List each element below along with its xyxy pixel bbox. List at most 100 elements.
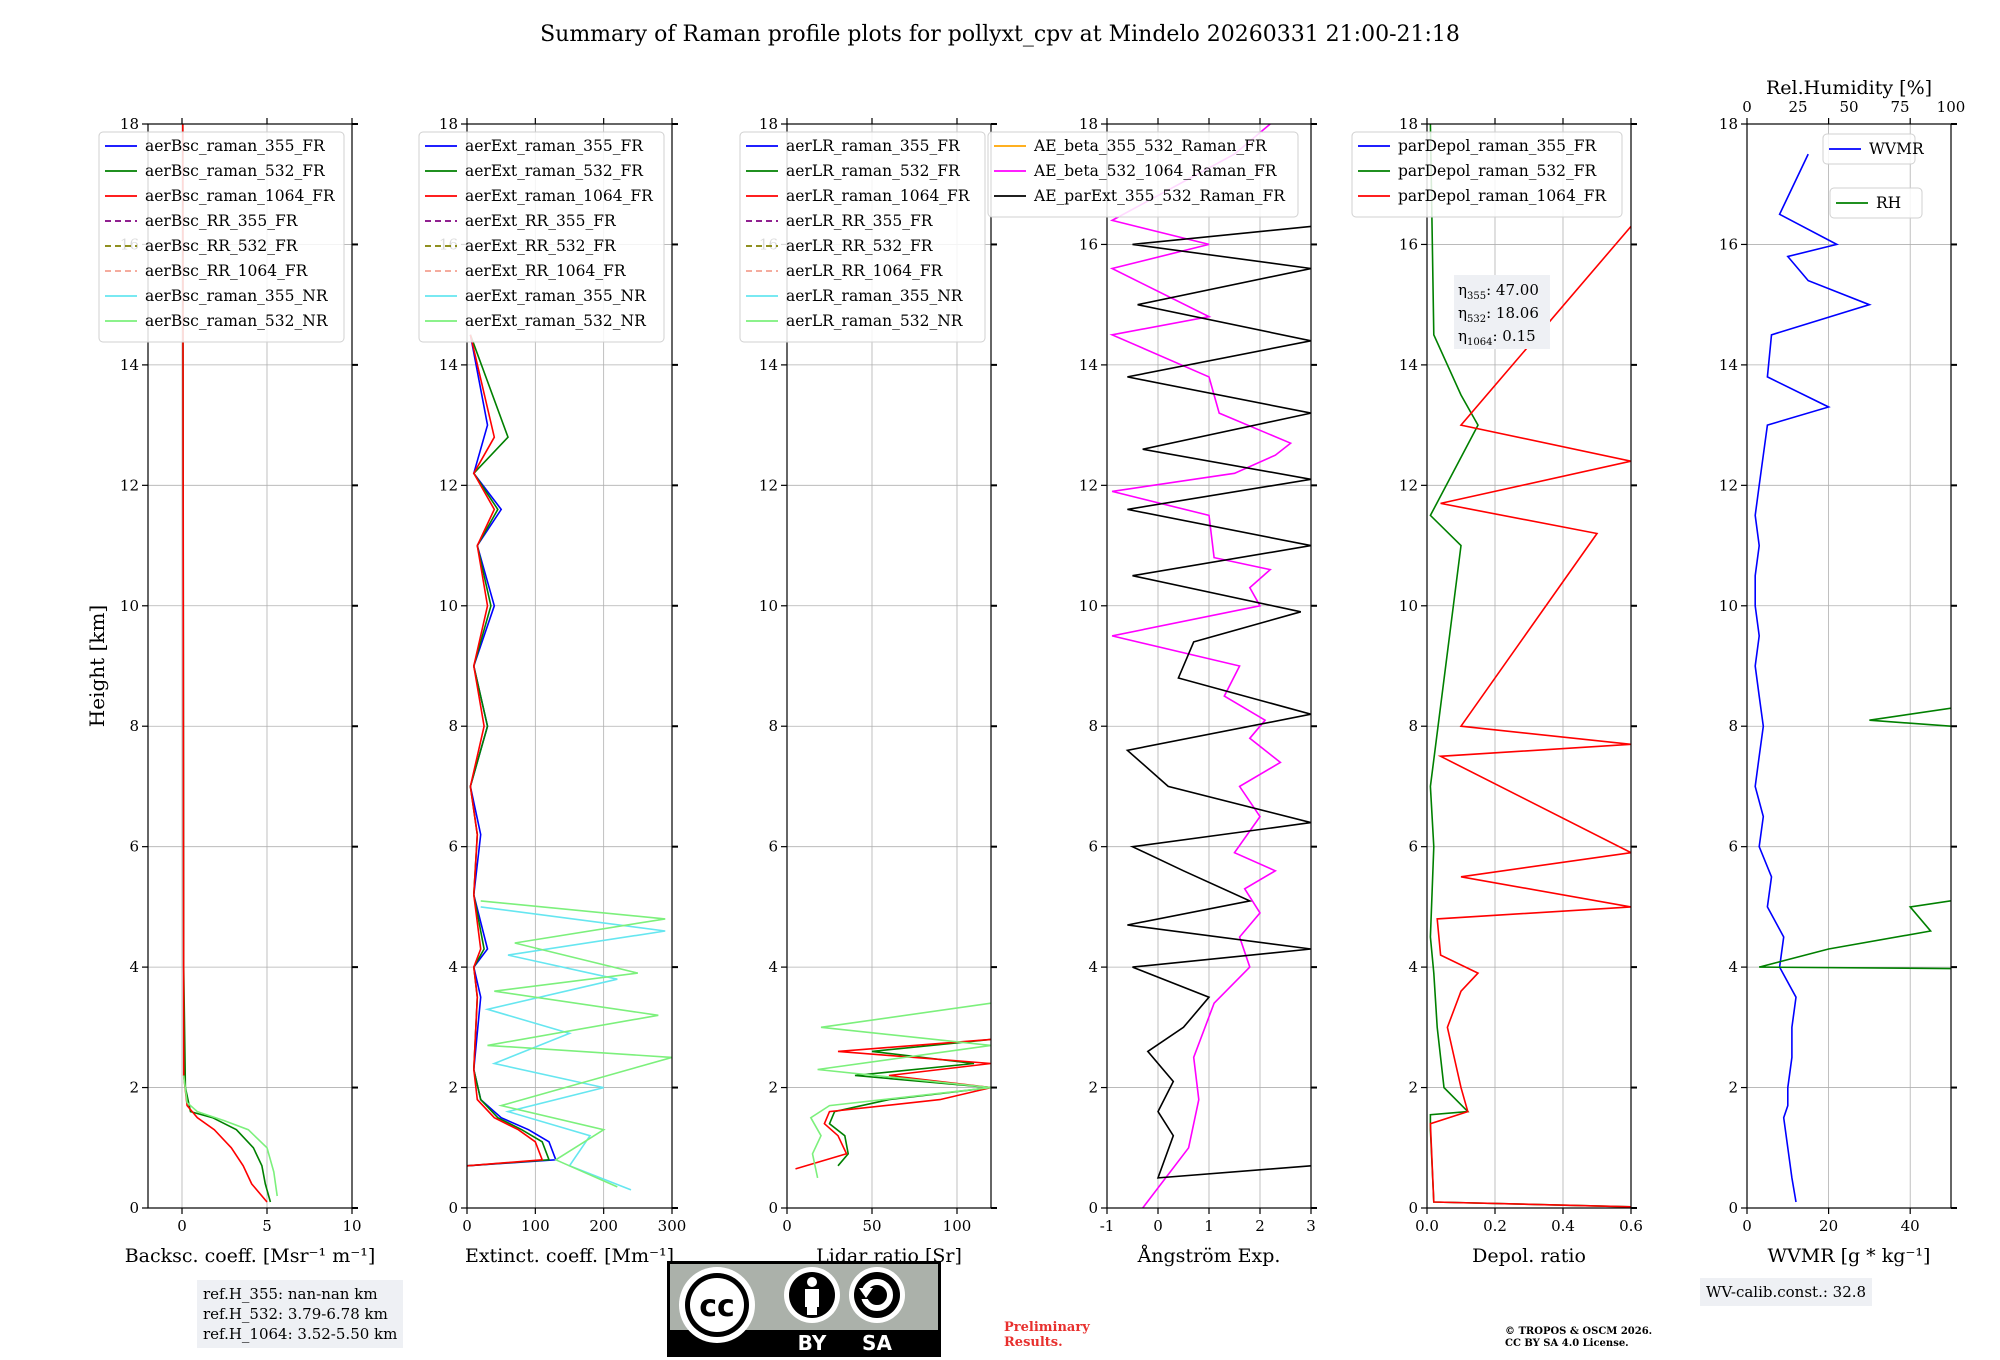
preliminary-note: Preliminary Results. — [1004, 1320, 1090, 1350]
cc-by-sa-license-badge: cc BY SA — [667, 1261, 941, 1357]
eta-annotation: η532: 18.06 — [1458, 304, 1539, 325]
wv-calib-box: WV-calib.const.: 32.8 — [1700, 1278, 1873, 1306]
legend-box — [1822, 133, 1916, 165]
y-tick-label: 12 — [1079, 476, 1098, 494]
x-tick-label: 2 — [1255, 1217, 1265, 1235]
y-tick-label: 12 — [1399, 476, 1418, 494]
x-tick-label: 0 — [1742, 1217, 1752, 1235]
reference-height-box: ref.H_355: nan-nan km ref.H_532: 3.79-6.… — [197, 1280, 404, 1348]
legend-label: aerBsc_RR_355_FR — [145, 212, 299, 230]
y-tick-label: 8 — [129, 717, 139, 735]
y-tick-label: 10 — [1399, 597, 1418, 615]
x2-tick-label: 50 — [1839, 98, 1858, 116]
legend-label: aerBsc_raman_532_FR — [145, 162, 326, 180]
y-tick-label: 0 — [448, 1199, 458, 1217]
x-tick-label: 0 — [1153, 1217, 1163, 1235]
y-tick-label: 14 — [120, 356, 139, 374]
y-tick-label: 12 — [439, 476, 458, 494]
legend-box — [1351, 131, 1623, 218]
legend-label: aerExt_RR_532_FR — [465, 237, 617, 255]
y-tick-label: 18 — [1079, 115, 1098, 133]
y-tick-label: 10 — [759, 597, 778, 615]
x-tick-label: 3 — [1306, 1217, 1316, 1235]
preliminary-line-2: Results. — [1004, 1335, 1063, 1350]
legend-label: aerBsc_RR_532_FR — [145, 237, 299, 255]
x2-tick-label: 25 — [1788, 98, 1807, 116]
y-tick-label: 8 — [1088, 717, 1098, 735]
y-tick-label: 6 — [1728, 838, 1738, 856]
legend-label: parDepol_raman_1064_FR — [1398, 187, 1607, 205]
axes-frame — [1426, 123, 1632, 1209]
y-tick-label: 8 — [1408, 717, 1418, 735]
ref-line-532: ref.H_532: 3.79-6.78 km — [203, 1305, 388, 1323]
legend-label: aerBsc_raman_355_FR — [145, 137, 326, 155]
y-tick-label: 14 — [1079, 356, 1098, 374]
y-tick-label: 18 — [759, 115, 778, 133]
y-tick-label: 4 — [1728, 958, 1738, 976]
y-tick-label: 8 — [1728, 717, 1738, 735]
series-parDepol_raman_532_FR — [1429, 124, 1631, 1208]
legend-label: aerLR_RR_1064_FR — [786, 262, 944, 280]
legend-label: aerLR_RR_355_FR — [786, 212, 934, 230]
legend-box — [739, 131, 986, 343]
y-tick-label: 10 — [1719, 597, 1738, 615]
legend-label: AE_beta_532_1064_Raman_FR — [1033, 162, 1278, 180]
y-tick-label: 2 — [1088, 1079, 1098, 1097]
legend-label: aerExt_raman_355_FR — [465, 137, 644, 155]
x-tick-label: 100 — [943, 1217, 972, 1235]
x-tick-label: 100 — [521, 1217, 550, 1235]
y-tick-label: 16 — [1399, 235, 1418, 253]
y-tick-label: 0 — [1728, 1199, 1738, 1217]
y-tick-label: 2 — [1408, 1079, 1418, 1097]
ref-line-355: ref.H_355: nan-nan km — [203, 1285, 378, 1303]
y-tick-label: 0 — [1408, 1199, 1418, 1217]
y-tick-label: 2 — [1728, 1079, 1738, 1097]
y-tick-label: 12 — [759, 476, 778, 494]
cc-logo-text: cc — [699, 1289, 735, 1324]
y-tick-label: 0 — [129, 1199, 139, 1217]
y-tick-label: 12 — [1719, 476, 1738, 494]
x-tick-label: -1 — [1100, 1217, 1115, 1235]
series-AE_parExt_355_532_Raman_FR — [1125, 225, 1311, 1179]
legend-label: aerLR_RR_532_FR — [786, 237, 934, 255]
y-tick-label: 6 — [129, 838, 139, 856]
y-tick-label: 16 — [1079, 235, 1098, 253]
x-tick-label: 0 — [462, 1217, 472, 1235]
y-tick-label: 4 — [129, 958, 139, 976]
x2-tick-label: 0 — [1742, 98, 1752, 116]
x-axis-label: Ångström Exp. — [1137, 1245, 1281, 1267]
legend-label: aerExt_RR_355_FR — [465, 212, 617, 230]
series-aerBsc_raman_532_NR — [182, 1075, 278, 1197]
legend-label: aerLR_raman_355_NR — [786, 287, 964, 305]
y-tick-label: 10 — [1079, 597, 1098, 615]
legend-label: aerLR_raman_355_FR — [786, 137, 961, 155]
legend-box — [98, 131, 345, 343]
legend-label: parDepol_raman_355_FR — [1398, 137, 1598, 155]
series-parDepol_raman_1064_FR — [1429, 225, 1631, 1208]
legend-box — [1829, 187, 1923, 219]
badge-by-label: BY — [798, 1331, 827, 1355]
legend-label: aerLR_raman_532_NR — [786, 312, 964, 330]
y-tick-label: 6 — [1408, 838, 1418, 856]
y-tick-label: 2 — [129, 1079, 139, 1097]
legend-label: aerBsc_raman_1064_FR — [145, 187, 336, 205]
eta-annotation: η355: 47.00 — [1458, 281, 1539, 302]
x-tick-label: 200 — [589, 1217, 618, 1235]
x-tick-label: 0 — [782, 1217, 792, 1235]
x-tick-label: 0 — [177, 1217, 187, 1235]
y-tick-label: 12 — [120, 476, 139, 494]
legend-label: parDepol_raman_532_FR — [1398, 162, 1598, 180]
legend-label: aerExt_RR_1064_FR — [465, 262, 627, 280]
x2-tick-label: 100 — [1937, 98, 1966, 116]
x2-tick-label: 75 — [1890, 98, 1909, 116]
legend-label: aerLR_raman_532_FR — [786, 162, 961, 180]
x-axis-label: WVMR [g * kg⁻¹] — [1768, 1245, 1931, 1267]
y-tick-label: 10 — [120, 597, 139, 615]
eta-annotation: η1064: 0.15 — [1458, 327, 1536, 348]
series-aerLR_raman_1064_FR — [795, 1038, 991, 1170]
y-tick-label: 18 — [1399, 115, 1418, 133]
x-tick-label: 300 — [658, 1217, 687, 1235]
